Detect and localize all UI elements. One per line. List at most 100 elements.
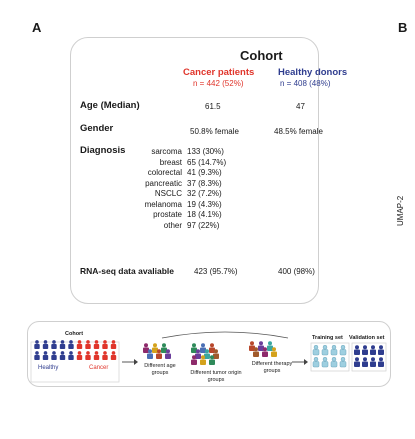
person-icon (51, 351, 57, 360)
person-icon (321, 344, 329, 356)
person-icon (362, 345, 368, 355)
diagnosis-item-name: breast (159, 157, 182, 167)
validation-set-label: Validation set (349, 335, 385, 341)
person-icon (34, 351, 40, 360)
subgroup-people-icons (143, 341, 277, 365)
diagnosis-item-value: 32 (7.2%) (187, 189, 222, 198)
cancer-group-n: n = 442 (52%) (193, 79, 244, 88)
grouping-brace (161, 331, 289, 339)
person-icon (110, 351, 117, 360)
person-icon (110, 340, 117, 349)
person-icon (258, 341, 264, 351)
panel-label-b: B (398, 20, 408, 35)
person-icon (204, 349, 210, 359)
panel-label-a: A (32, 20, 42, 35)
diagnosis-item-value: 18 (4.1%) (187, 210, 222, 219)
person-icon (339, 344, 347, 356)
person-icon (200, 343, 206, 353)
age-cancer-value: 61.5 (205, 102, 221, 111)
person-icon (370, 357, 376, 367)
rnaseq-healthy-value: 400 (98%) (278, 267, 315, 276)
cohort-table-box (70, 37, 319, 304)
diagnosis-item-name: other (163, 220, 182, 230)
person-icon (76, 351, 83, 360)
person-icon (253, 347, 259, 357)
person-icon (156, 349, 162, 359)
cohort-people-icons (34, 340, 117, 360)
person-icon (165, 349, 171, 359)
person-icon (339, 356, 347, 368)
arrow-icon (292, 359, 308, 365)
schematic-cohort-title: Cohort (65, 331, 84, 337)
person-icon (362, 357, 368, 367)
age-groups-label: Different age groups (144, 363, 176, 376)
person-icon (68, 340, 74, 349)
person-icon (102, 340, 108, 349)
diagnosis-item-value: 19 (4.3%) (187, 199, 222, 209)
person-icon (93, 340, 100, 349)
diagnosis-item-value: 133 (30%) (187, 147, 224, 156)
set-people-icons (312, 344, 384, 368)
diagnosis-item-name: sarcoma (151, 147, 182, 156)
cancer-group-header: Cancer patients (183, 67, 255, 78)
person-icon (191, 355, 197, 365)
gender-label: Gender (80, 123, 114, 134)
person-icon (378, 345, 384, 355)
healthy-group-header: Healthy donors (278, 67, 348, 78)
person-icon (312, 356, 320, 368)
person-icon (195, 349, 201, 359)
person-icon (68, 351, 74, 360)
person-icon (143, 343, 149, 353)
person-icon (354, 345, 360, 355)
person-icon (191, 343, 197, 353)
diagnosis-label: Diagnosis (80, 145, 126, 156)
healthy-group-n: n = 408 (48%) (280, 79, 331, 88)
age-healthy-value: 47 (296, 102, 305, 111)
rnaseq-cancer-value: 423 (95.7%) (194, 267, 238, 276)
diagnosis-item-value: 37 (8.3%) (187, 178, 222, 188)
healthy-label: Healthy (38, 365, 59, 371)
person-icon (42, 340, 49, 349)
gender-healthy-value: 48.5% female (274, 127, 323, 136)
person-icon (51, 340, 57, 349)
diagnosis-item-value: 97 (22%) (187, 220, 220, 230)
person-icon (42, 351, 49, 360)
rnaseq-label: RNA-seq data avaliable (80, 266, 175, 276)
training-set-frame (310, 342, 350, 372)
person-icon (213, 349, 219, 359)
person-icon (378, 357, 384, 367)
person-icon (200, 355, 206, 365)
person-icon (249, 341, 255, 351)
person-icon (330, 344, 338, 356)
diagnosis-item-value: 41 (9.3%) (187, 168, 222, 177)
cohort-title: Cohort (240, 48, 283, 63)
person-icon (209, 355, 215, 365)
cancer-label: Cancer (89, 365, 109, 371)
person-icon (161, 343, 167, 353)
person-icon (85, 340, 91, 349)
person-icon (152, 343, 158, 353)
person-icon (59, 340, 66, 349)
validation-set-frame (351, 342, 387, 372)
cohort-people-frame (30, 341, 120, 383)
person-icon (370, 345, 376, 355)
person-icon (271, 347, 277, 357)
therapy-groups-label: Different therapy groups (251, 361, 293, 374)
age-label: Age (Median) (80, 100, 140, 111)
person-icon (59, 351, 66, 360)
arrow-icon (122, 359, 138, 365)
person-icon (354, 357, 360, 367)
person-icon (312, 344, 320, 356)
gender-cancer-value: 50.8% female (190, 127, 239, 136)
diagnosis-item-name: colorectal (147, 168, 182, 177)
person-icon (267, 341, 273, 351)
person-icon (34, 340, 40, 349)
person-icon (330, 356, 338, 368)
tumor-groups-label: Different tumor origin groups (190, 370, 242, 383)
diagnosis-item-name: melanoma (144, 199, 182, 209)
person-icon (102, 351, 108, 360)
person-icon (209, 343, 215, 353)
diagnosis-item-name: pancreatic (145, 178, 182, 188)
diagnosis-item-name: prostate (153, 210, 182, 219)
